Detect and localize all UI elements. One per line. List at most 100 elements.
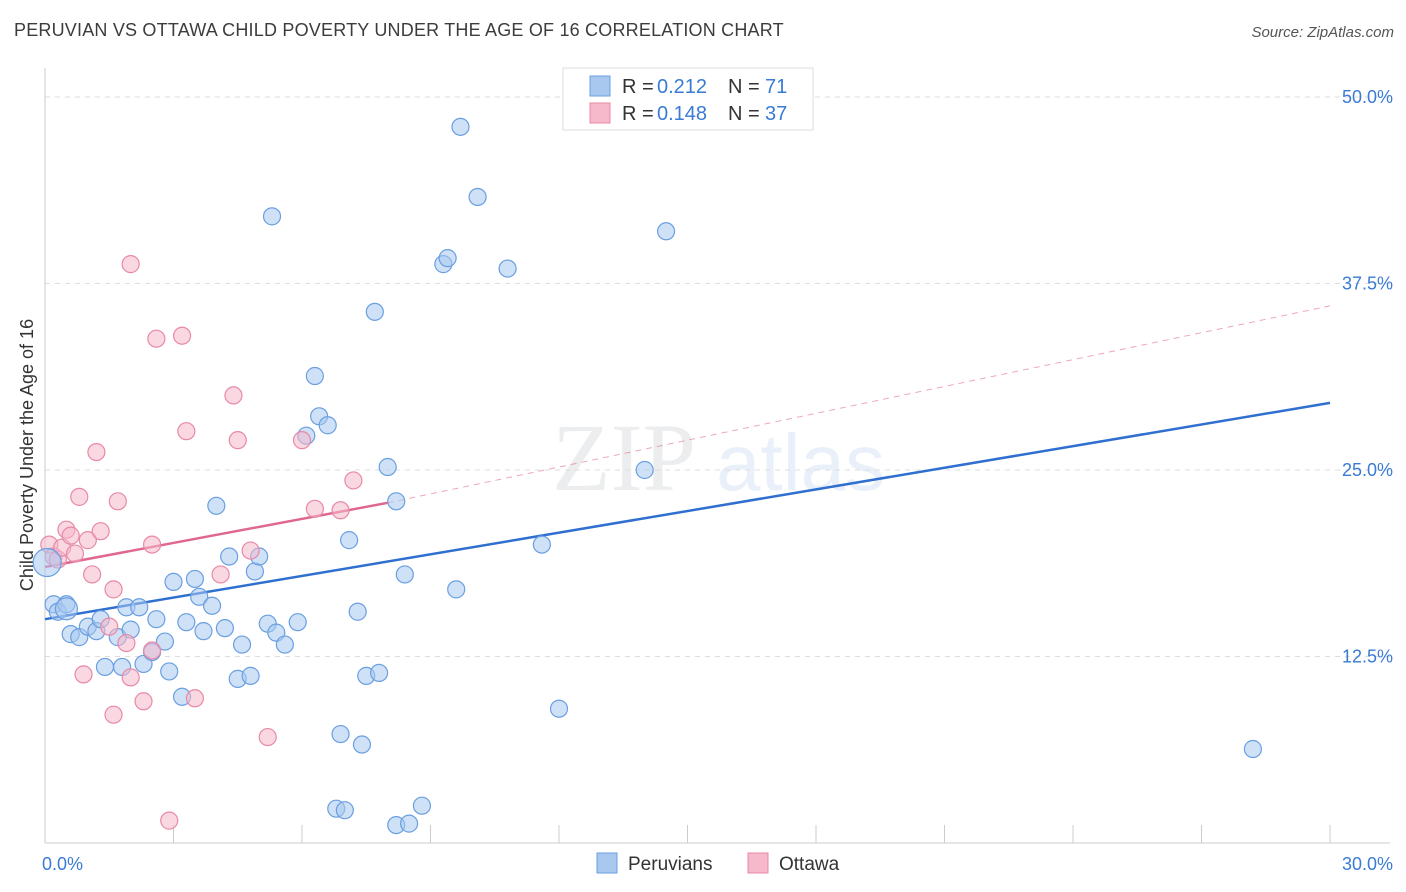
point-peruvians-40 bbox=[305, 366, 324, 386]
chart-title: PERUVIAN VS OTTAWA CHILD POVERTY UNDER T… bbox=[14, 20, 784, 40]
point-peruvians-18 bbox=[160, 662, 179, 681]
correlation-legend: R = 0.212 N = 71 R = 0.148 N = 37 bbox=[562, 67, 814, 131]
point-ottawa-14 bbox=[104, 580, 123, 599]
point-peruvians-31 bbox=[241, 666, 260, 685]
point-peruvians-57 bbox=[412, 796, 432, 815]
legend-r-value-1: 0.212 bbox=[657, 76, 707, 98]
point-ottawa-9 bbox=[78, 531, 97, 550]
legend-swatch-peruvians bbox=[589, 75, 611, 97]
point-peruvians-8 bbox=[95, 657, 115, 677]
point-ottawa-24 bbox=[160, 811, 179, 830]
legend-swatch-ottawa bbox=[589, 102, 611, 124]
point-peruvians-37 bbox=[275, 635, 294, 654]
watermark-zip: ZIP bbox=[552, 404, 696, 511]
point-peruvians-35 bbox=[262, 207, 282, 226]
bottom-legend-label-ottawa: Ottawa bbox=[779, 854, 840, 875]
point-peruvians-60 bbox=[447, 580, 466, 599]
point-ottawa-5 bbox=[61, 526, 80, 545]
point-peruvians-22 bbox=[185, 569, 205, 589]
y-tick-labels: 12.5% 25.0% 37.5% 50.0% bbox=[1342, 87, 1393, 667]
watermark-atlas: atlas bbox=[716, 418, 885, 507]
point-peruvians-63 bbox=[498, 259, 517, 278]
point-peruvians-17 bbox=[155, 632, 175, 651]
point-peruvians-47 bbox=[348, 602, 367, 621]
point-ottawa-13 bbox=[100, 617, 119, 636]
point-peruvians-66 bbox=[635, 460, 654, 480]
point-peruvians-32 bbox=[245, 562, 264, 581]
x-ticks bbox=[44, 825, 1331, 843]
y-tick-label-2: 37.5% bbox=[1342, 274, 1393, 294]
point-peruvians-65 bbox=[549, 699, 569, 718]
point-ottawa-8 bbox=[74, 665, 93, 684]
point-ottawa-36 bbox=[344, 471, 363, 490]
point-ottawa-18 bbox=[121, 668, 140, 687]
data-points bbox=[32, 117, 1263, 835]
point-peruvians-56 bbox=[399, 814, 419, 833]
point-peruvians-28 bbox=[220, 547, 239, 566]
y-tick-label-3: 50.0% bbox=[1342, 87, 1393, 107]
y-axis-title: Child Poverty Under the Age of 16 bbox=[17, 319, 37, 591]
x-tick-label-1: 30.0% bbox=[1342, 854, 1393, 874]
point-ottawa-15 bbox=[104, 705, 123, 724]
point-peruvians-24 bbox=[194, 622, 213, 641]
point-peruvians-67 bbox=[656, 222, 676, 241]
point-peruvians-46 bbox=[340, 531, 359, 550]
point-ottawa-35 bbox=[331, 501, 350, 520]
point-ottawa-27 bbox=[185, 689, 205, 708]
point-peruvians-26 bbox=[207, 496, 226, 515]
point-peruvians-48 bbox=[352, 735, 372, 754]
point-peruvians-16 bbox=[147, 610, 166, 629]
point-ottawa-16 bbox=[108, 492, 127, 511]
chart-source: Source: ZipAtlas.com bbox=[1251, 24, 1394, 41]
point-ottawa-21 bbox=[142, 641, 162, 660]
point-peruvians-68 bbox=[1243, 739, 1263, 759]
gridlines bbox=[45, 96, 1390, 657]
point-ottawa-10 bbox=[83, 565, 102, 584]
point-ottawa-23 bbox=[147, 329, 166, 348]
point-peruvians-61 bbox=[451, 117, 470, 136]
point-peruvians-19 bbox=[164, 572, 183, 592]
point-ottawa-32 bbox=[258, 727, 277, 747]
point-peruvians-21 bbox=[177, 613, 196, 632]
trend-line-peruvians bbox=[44, 401, 1331, 621]
point-peruvians-25 bbox=[202, 596, 222, 615]
bottom-legend-swatch-peruvians bbox=[596, 852, 618, 874]
x-tick-label-0: 0.0% bbox=[42, 854, 83, 874]
legend-r-label-1: R = bbox=[622, 76, 654, 98]
legend-n-label-1: N = bbox=[728, 76, 760, 98]
point-peruvians-51 bbox=[370, 663, 389, 683]
point-cluster-peruvians-b bbox=[54, 597, 79, 621]
watermark: ZIP atlas bbox=[552, 404, 885, 511]
point-peruvians-55 bbox=[395, 565, 414, 584]
point-peruvians-54 bbox=[387, 492, 406, 511]
point-ottawa-12 bbox=[91, 522, 110, 541]
point-ottawa-34 bbox=[305, 499, 324, 518]
point-peruvians-44 bbox=[331, 724, 350, 744]
point-peruvians-42 bbox=[318, 416, 337, 435]
y-tick-label-1: 25.0% bbox=[1342, 460, 1393, 480]
point-ottawa-11 bbox=[87, 442, 106, 462]
point-ottawa-6 bbox=[65, 544, 85, 563]
point-ottawa-19 bbox=[121, 255, 140, 274]
point-peruvians-27 bbox=[215, 619, 234, 638]
point-ottawa-17 bbox=[117, 633, 136, 653]
point-ottawa-26 bbox=[177, 422, 196, 441]
point-ottawa-7 bbox=[70, 487, 89, 506]
legend-r-label-2: R = bbox=[622, 103, 654, 125]
y-tick-label-0: 12.5% bbox=[1342, 647, 1393, 667]
legend-n-value-1: 71 bbox=[765, 76, 787, 98]
point-ottawa-30 bbox=[228, 431, 247, 450]
series-legend: Peruvians Ottawa bbox=[596, 852, 840, 875]
point-peruvians-59 bbox=[438, 249, 457, 268]
point-peruvians-13 bbox=[130, 598, 149, 617]
trend-lines bbox=[44, 305, 1331, 621]
point-peruvians-45 bbox=[335, 801, 354, 820]
point-peruvians-52 bbox=[378, 457, 397, 477]
x-tick-labels: 0.0% 30.0% bbox=[42, 854, 1393, 874]
point-ottawa-29 bbox=[224, 386, 243, 405]
point-ottawa-25 bbox=[172, 326, 192, 345]
legend-r-value-2: 0.148 bbox=[657, 103, 707, 125]
legend-n-label-2: N = bbox=[728, 103, 760, 125]
point-ottawa-31 bbox=[241, 541, 260, 560]
